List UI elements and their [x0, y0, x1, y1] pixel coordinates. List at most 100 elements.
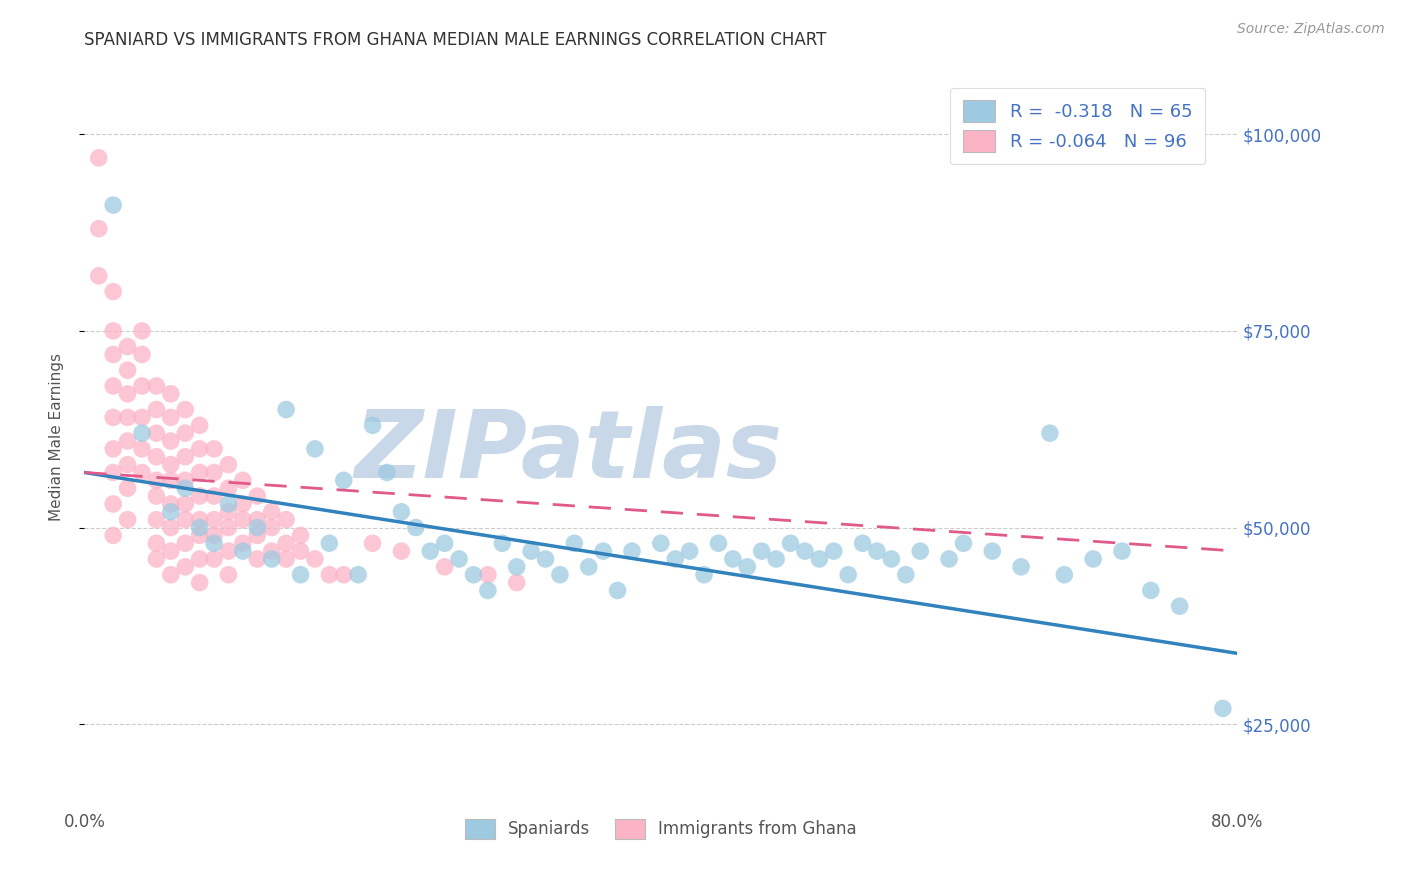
Point [1083, 552, 1105, 566]
Point [103, 285, 124, 299]
Point [621, 544, 644, 558]
Point [131, 426, 153, 441]
Point [103, 324, 124, 338]
Point [290, 528, 312, 542]
Point [391, 505, 413, 519]
Point [87, 221, 110, 235]
Point [103, 497, 124, 511]
Point [117, 513, 139, 527]
Point [650, 536, 672, 550]
Point [318, 536, 340, 550]
Point [202, 489, 225, 503]
Point [520, 544, 543, 558]
Point [218, 520, 240, 534]
Point [202, 552, 225, 566]
Point [145, 489, 167, 503]
Point [188, 418, 211, 433]
Point [246, 552, 269, 566]
Point [87, 268, 110, 283]
Point [188, 513, 211, 527]
Point [290, 544, 312, 558]
Point [1168, 599, 1191, 614]
Point [103, 466, 124, 480]
Point [246, 489, 269, 503]
Point [131, 347, 153, 361]
Point [218, 458, 240, 472]
Point [117, 363, 139, 377]
Point [260, 520, 283, 534]
Point [145, 426, 167, 441]
Point [449, 552, 471, 566]
Point [160, 387, 183, 401]
Point [491, 536, 513, 550]
Point [276, 402, 298, 417]
Text: ZIPatlas: ZIPatlas [354, 406, 783, 498]
Point [103, 442, 124, 456]
Point [218, 567, 240, 582]
Point [477, 583, 499, 598]
Point [160, 520, 183, 534]
Point [160, 544, 183, 558]
Point [361, 418, 384, 433]
Point [117, 340, 139, 354]
Point [276, 552, 298, 566]
Point [145, 536, 167, 550]
Point [246, 513, 269, 527]
Point [188, 442, 211, 456]
Point [564, 536, 586, 550]
Point [276, 513, 298, 527]
Point [188, 466, 211, 480]
Point [202, 442, 225, 456]
Point [952, 536, 974, 550]
Point [1053, 567, 1076, 582]
Point [202, 528, 225, 542]
Point [160, 567, 183, 582]
Point [405, 520, 427, 534]
Point [304, 552, 326, 566]
Point [174, 450, 197, 464]
Point [188, 489, 211, 503]
Point [693, 567, 716, 582]
Point [477, 567, 499, 582]
Point [246, 528, 269, 542]
Point [333, 567, 356, 582]
Point [174, 497, 197, 511]
Point [1212, 701, 1234, 715]
Point [160, 473, 183, 487]
Point [160, 497, 183, 511]
Point [534, 552, 557, 566]
Point [463, 567, 485, 582]
Point [506, 575, 529, 590]
Point [160, 505, 183, 519]
Point [765, 552, 787, 566]
Point [218, 497, 240, 511]
Point [87, 151, 110, 165]
Point [1140, 583, 1163, 598]
Point [981, 544, 1004, 558]
Point [103, 198, 124, 212]
Point [592, 544, 614, 558]
Point [737, 559, 759, 574]
Point [232, 513, 254, 527]
Point [160, 458, 183, 472]
Point [794, 544, 817, 558]
Point [578, 559, 600, 574]
Point [160, 434, 183, 448]
Point [117, 458, 139, 472]
Point [202, 513, 225, 527]
Point [419, 544, 441, 558]
Point [260, 544, 283, 558]
Y-axis label: Median Male Earnings: Median Male Earnings [49, 353, 63, 521]
Point [131, 379, 153, 393]
Point [145, 513, 167, 527]
Point [174, 513, 197, 527]
Point [145, 379, 167, 393]
Point [103, 379, 124, 393]
Point [145, 473, 167, 487]
Point [202, 466, 225, 480]
Text: Source: ZipAtlas.com: Source: ZipAtlas.com [1237, 22, 1385, 37]
Point [837, 567, 859, 582]
Point [174, 473, 197, 487]
Point [232, 497, 254, 511]
Point [160, 410, 183, 425]
